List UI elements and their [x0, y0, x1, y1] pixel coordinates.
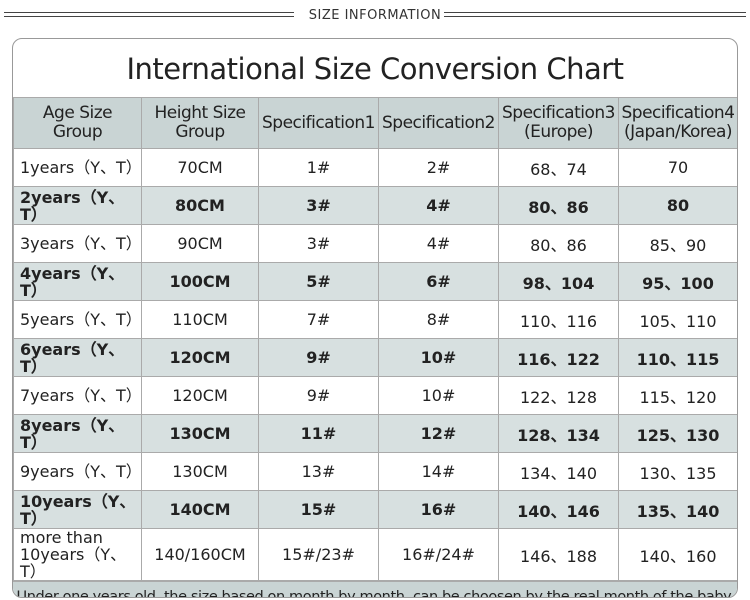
size-cell: 6# — [378, 262, 499, 301]
rule — [444, 12, 746, 17]
age-cell: more than 10years（Y、T） — [13, 528, 142, 581]
table-row: 2years（Y、T） 80CM 3# 4# 80、86 80 — [13, 186, 737, 225]
table-row: 10years（Y、T） 140CM 15# 16# 140、146 135、140 — [13, 490, 737, 529]
age-cell: 6years（Y、T） — [13, 338, 142, 377]
size-cell: 80CM — [141, 186, 259, 225]
age-cell: 1years（Y、T） — [13, 148, 142, 187]
size-cell: 11# — [258, 414, 379, 453]
size-cell: 9# — [258, 376, 379, 415]
size-cell: 3# — [258, 186, 379, 225]
size-cell: 130CM — [141, 452, 259, 491]
column-header: Height Size Group — [141, 97, 259, 149]
size-cell: 115、120 — [618, 376, 737, 415]
age-cell: 10years（Y、T） — [13, 490, 142, 529]
table-row: 4years（Y、T） 100CM 5# 6# 98、104 95、100 — [13, 262, 737, 301]
column-header: Specification3 (Europe) — [498, 97, 619, 149]
size-cell: 130CM — [141, 414, 259, 453]
size-cell: 9# — [258, 338, 379, 377]
size-cell: 120CM — [141, 338, 259, 377]
table-row: 9years（Y、T） 130CM 13# 14# 134、140 130、135 — [13, 452, 737, 491]
size-cell: 128、134 — [498, 414, 619, 453]
size-cell: 70 — [618, 148, 737, 187]
size-cell: 13# — [258, 452, 379, 491]
size-cell: 80、86 — [498, 186, 619, 225]
size-cell: 110、116 — [498, 300, 619, 339]
size-cell: 10# — [378, 338, 499, 377]
table-row: 5years（Y、T） 110CM 7# 8# 110、116 105、110 — [13, 300, 737, 339]
age-cell: 5years（Y、T） — [13, 300, 142, 339]
size-cell: 100CM — [141, 262, 259, 301]
size-cell: 2# — [378, 148, 499, 187]
age-cell: 8years（Y、T） — [13, 414, 142, 453]
size-cell: 15# — [258, 490, 379, 529]
size-cell: 140/160CM — [141, 528, 259, 581]
size-cell: 70CM — [141, 148, 259, 187]
size-cell: 130、135 — [618, 452, 737, 491]
table-row: 6years（Y、T） 120CM 9# 10# 116、122 110、115 — [13, 338, 737, 377]
size-cell: 105、110 — [618, 300, 737, 339]
column-header: Specification1 — [258, 97, 379, 149]
size-cell: 1# — [258, 148, 379, 187]
size-cell: 135、140 — [618, 490, 737, 529]
top-band: SIZE INFORMATION — [0, 6, 750, 26]
title: International Size Conversion Chart — [126, 52, 624, 86]
size-cell: 14# — [378, 452, 499, 491]
size-cell: 5# — [258, 262, 379, 301]
table-row: 1years（Y、T） 70CM 1# 2# 68、74 70 — [13, 148, 737, 187]
age-cell: 3years（Y、T） — [13, 224, 142, 263]
size-cell: 15#/23# — [258, 528, 379, 581]
size-cell: 90CM — [141, 224, 259, 263]
size-cell: 8# — [378, 300, 499, 339]
table-row: 7years（Y、T） 120CM 9# 10# 122、128 115、120 — [13, 376, 737, 415]
band-label: SIZE INFORMATION — [308, 8, 442, 23]
size-cell: 68、74 — [498, 148, 619, 187]
column-header: Age Size Group — [13, 97, 142, 149]
size-cell: 3# — [258, 224, 379, 263]
table-body: 1years（Y、T） 70CM 1# 2# 68、74 70 2years（Y、T） 80C… — [13, 148, 737, 581]
size-cell: 7# — [258, 300, 379, 339]
age-cell: 9years（Y、T） — [13, 452, 142, 491]
size-cell: 120CM — [141, 376, 259, 415]
size-cell: 4# — [378, 224, 499, 263]
size-cell: 4# — [378, 186, 499, 225]
age-cell: 2years（Y、T） — [13, 186, 142, 225]
size-cell: 98、104 — [498, 262, 619, 301]
footer-note: Under one years old, the size based on m… — [13, 581, 737, 597]
size-cell: 122、128 — [498, 376, 619, 415]
size-cell: 134、140 — [498, 452, 619, 491]
size-card: International Size Conversion Chart Age … — [12, 38, 738, 598]
column-header: Specification2 — [378, 97, 499, 149]
size-cell: 85、90 — [618, 224, 737, 263]
column-header: Specification4 (Japan/Korea) — [618, 97, 737, 149]
size-cell: 116、122 — [498, 338, 619, 377]
table-row: 8years（Y、T） 130CM 11# 12# 128、134 125、130 — [13, 414, 737, 453]
size-cell: 140CM — [141, 490, 259, 529]
size-cell: 140、146 — [498, 490, 619, 529]
size-cell: 110、115 — [618, 338, 737, 377]
size-cell: 80、86 — [498, 224, 619, 263]
size-cell: 140、160 — [618, 528, 737, 581]
size-cell: 80 — [618, 186, 737, 225]
size-cell: 16#/24# — [378, 528, 499, 581]
table-row: 3years（Y、T） 90CM 3# 4# 80、86 85、90 — [13, 224, 737, 263]
size-cell: 16# — [378, 490, 499, 529]
table-row: more than 10years（Y、T） 140/160CM 15#/23# 16… — [13, 528, 737, 581]
size-cell: 125、130 — [618, 414, 737, 453]
size-cell: 10# — [378, 376, 499, 415]
header-row: Age Size Group Height Size Group Specifica… — [13, 97, 737, 149]
age-cell: 7years（Y、T） — [13, 376, 142, 415]
size-cell: 110CM — [141, 300, 259, 339]
rule — [4, 12, 294, 17]
size-cell: 12# — [378, 414, 499, 453]
size-cell: 95、100 — [618, 262, 737, 301]
size-table: Age Size Group Height Size Group Specifica… — [13, 97, 737, 581]
size-cell: 146、188 — [498, 528, 619, 581]
age-cell: 4years（Y、T） — [13, 262, 142, 301]
